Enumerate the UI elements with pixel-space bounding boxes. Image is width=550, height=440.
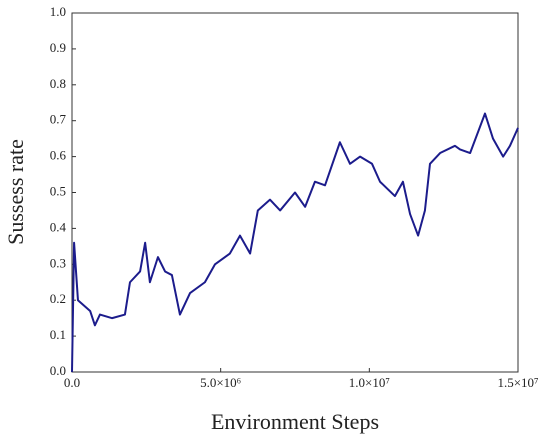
y-tick-label: 0.4 bbox=[50, 219, 67, 234]
y-axis-title: Sussess rate bbox=[3, 139, 28, 245]
x-tick-label: 0.0 bbox=[64, 375, 80, 390]
y-tick-label: 0.0 bbox=[50, 363, 66, 378]
y-tick-label: 0.2 bbox=[50, 291, 66, 306]
x-axis-title: Environment Steps bbox=[211, 409, 379, 434]
y-tick-label: 0.6 bbox=[50, 148, 67, 163]
y-tick-label: 0.8 bbox=[50, 76, 66, 91]
x-tick-label: 5.0×10⁶ bbox=[200, 375, 241, 390]
x-tick-label: 1.5×10⁷ bbox=[497, 375, 538, 390]
y-tick-label: 0.1 bbox=[50, 327, 66, 342]
y-tick-label: 0.7 bbox=[50, 112, 67, 127]
y-tick-label: 0.5 bbox=[50, 183, 66, 198]
x-tick-label: 1.0×10⁷ bbox=[349, 375, 390, 390]
y-tick-label: 1.0 bbox=[50, 4, 66, 19]
y-tick-label: 0.9 bbox=[50, 40, 66, 55]
y-tick-label: 0.3 bbox=[50, 255, 66, 270]
data-line bbox=[71, 112, 519, 373]
